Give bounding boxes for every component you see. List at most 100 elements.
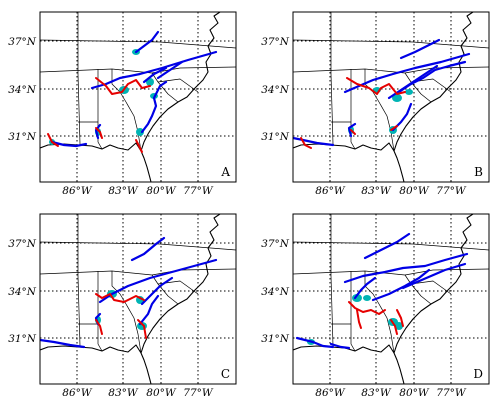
- latitude-tick-label: 34°N: [261, 84, 290, 96]
- state-border: [97, 271, 103, 352]
- longitude-tick-label: 86°W: [315, 387, 346, 399]
- panel-frame: [292, 213, 490, 385]
- panel-label: C: [221, 367, 230, 381]
- atlantic-coastline: [393, 214, 474, 354]
- latitude-tick-label: 37°N: [261, 36, 290, 48]
- state-border: [77, 214, 81, 347]
- state-border: [404, 274, 432, 305]
- state-border: [97, 69, 103, 150]
- longitude-tick-label: 77°W: [436, 387, 467, 399]
- gulf-coastline: [40, 344, 152, 384]
- blue-track: [140, 80, 168, 134]
- panel-label: D: [473, 367, 483, 381]
- atlantic-coastline: [140, 214, 221, 354]
- latitude-tick-label: 37°N: [8, 36, 37, 48]
- blue-track: [343, 252, 469, 284]
- longitude-tick-label: 83°W: [108, 387, 139, 399]
- latitude-tick-label: 31°N: [8, 131, 37, 143]
- red-track: [137, 319, 147, 339]
- blue-track: [295, 336, 335, 349]
- panel-frame: [39, 11, 237, 183]
- map-panel-b: 37°N 34°N 31°N 86°W 83°W 80°W 77°W B: [261, 11, 490, 197]
- red-track: [95, 293, 145, 303]
- state-border: [151, 72, 179, 103]
- state-border: [350, 69, 356, 150]
- red-track: [350, 129, 356, 135]
- blue-track: [40, 338, 86, 349]
- blue-track: [397, 60, 467, 94]
- blue-track: [94, 123, 102, 140]
- blue-track: [138, 294, 160, 326]
- gulf-coastline: [293, 344, 405, 384]
- latitude-tick-label: 37°N: [261, 238, 290, 250]
- latitude-tick-label: 31°N: [261, 333, 290, 345]
- panel-frame: [39, 213, 237, 385]
- panel-frame: [292, 11, 490, 183]
- latitude-tick-label: 34°N: [8, 84, 37, 96]
- longitude-tick-label: 77°W: [183, 387, 214, 399]
- map-content: [40, 12, 236, 182]
- cluster-marker: [363, 295, 371, 301]
- panel-label: A: [220, 165, 230, 179]
- blue-track: [98, 258, 218, 304]
- map-panel-d: 37°N 34°N 31°N 86°W 83°W 80°W 77°W D: [261, 213, 490, 399]
- red-track: [348, 301, 386, 315]
- latitude-tick-label: 31°N: [8, 333, 37, 345]
- longitude-tick-label: 83°W: [108, 185, 139, 197]
- red-track: [95, 319, 103, 335]
- longitude-tick-label: 77°W: [183, 185, 214, 197]
- blue-track: [329, 342, 351, 350]
- longitude-tick-label: 86°W: [62, 185, 93, 197]
- state-border: [350, 271, 356, 352]
- state-border: [151, 274, 179, 305]
- blue-track: [134, 30, 160, 54]
- state-border: [410, 280, 452, 295]
- gulf-coastline: [40, 142, 152, 182]
- panel-label: B: [474, 165, 483, 179]
- longitude-tick-label: 86°W: [315, 185, 346, 197]
- atlantic-coastline: [140, 12, 221, 152]
- longitude-tick-label: 80°W: [146, 387, 177, 399]
- blue-track: [401, 262, 467, 290]
- blue-track: [347, 122, 357, 138]
- red-track: [135, 139, 143, 153]
- longitude-tick-label: 83°W: [361, 387, 392, 399]
- blue-track: [353, 276, 377, 300]
- blue-track: [343, 52, 471, 94]
- blue-track: [156, 60, 184, 80]
- red-track: [396, 309, 404, 327]
- longitude-tick-label: 80°W: [146, 185, 177, 197]
- blue-track: [293, 136, 335, 147]
- longitude-tick-label: 83°W: [361, 185, 392, 197]
- red-track: [346, 77, 406, 95]
- state-border: [40, 66, 236, 74]
- state-border: [404, 72, 432, 103]
- state-border: [157, 78, 199, 93]
- cluster-marker: [405, 89, 413, 95]
- red-track: [47, 133, 59, 147]
- cluster-marker: [136, 128, 144, 136]
- cluster-marker: [392, 94, 402, 102]
- state-border: [77, 12, 81, 145]
- longitude-tick-label: 80°W: [399, 185, 430, 197]
- state-border: [330, 12, 334, 145]
- latitude-tick-label: 37°N: [8, 238, 37, 250]
- blue-track: [140, 276, 174, 306]
- longitude-tick-label: 86°W: [62, 387, 93, 399]
- longitude-tick-label: 77°W: [436, 185, 467, 197]
- red-track: [95, 77, 151, 95]
- atlantic-coastline: [393, 12, 474, 152]
- map-panel-c: 37°N 34°N 31°N 86°W 83°W 80°W 77°W C: [8, 213, 237, 399]
- map-content: [293, 214, 489, 384]
- state-border: [330, 214, 334, 347]
- red-track: [95, 127, 103, 139]
- blue-track: [90, 50, 218, 90]
- cluster-marker: [352, 294, 362, 302]
- latitude-tick-label: 34°N: [261, 286, 290, 298]
- blue-track: [399, 38, 441, 60]
- blue-track: [130, 236, 166, 262]
- gulf-coastline: [293, 142, 405, 182]
- red-track: [390, 125, 398, 131]
- cluster-marker: [395, 322, 403, 330]
